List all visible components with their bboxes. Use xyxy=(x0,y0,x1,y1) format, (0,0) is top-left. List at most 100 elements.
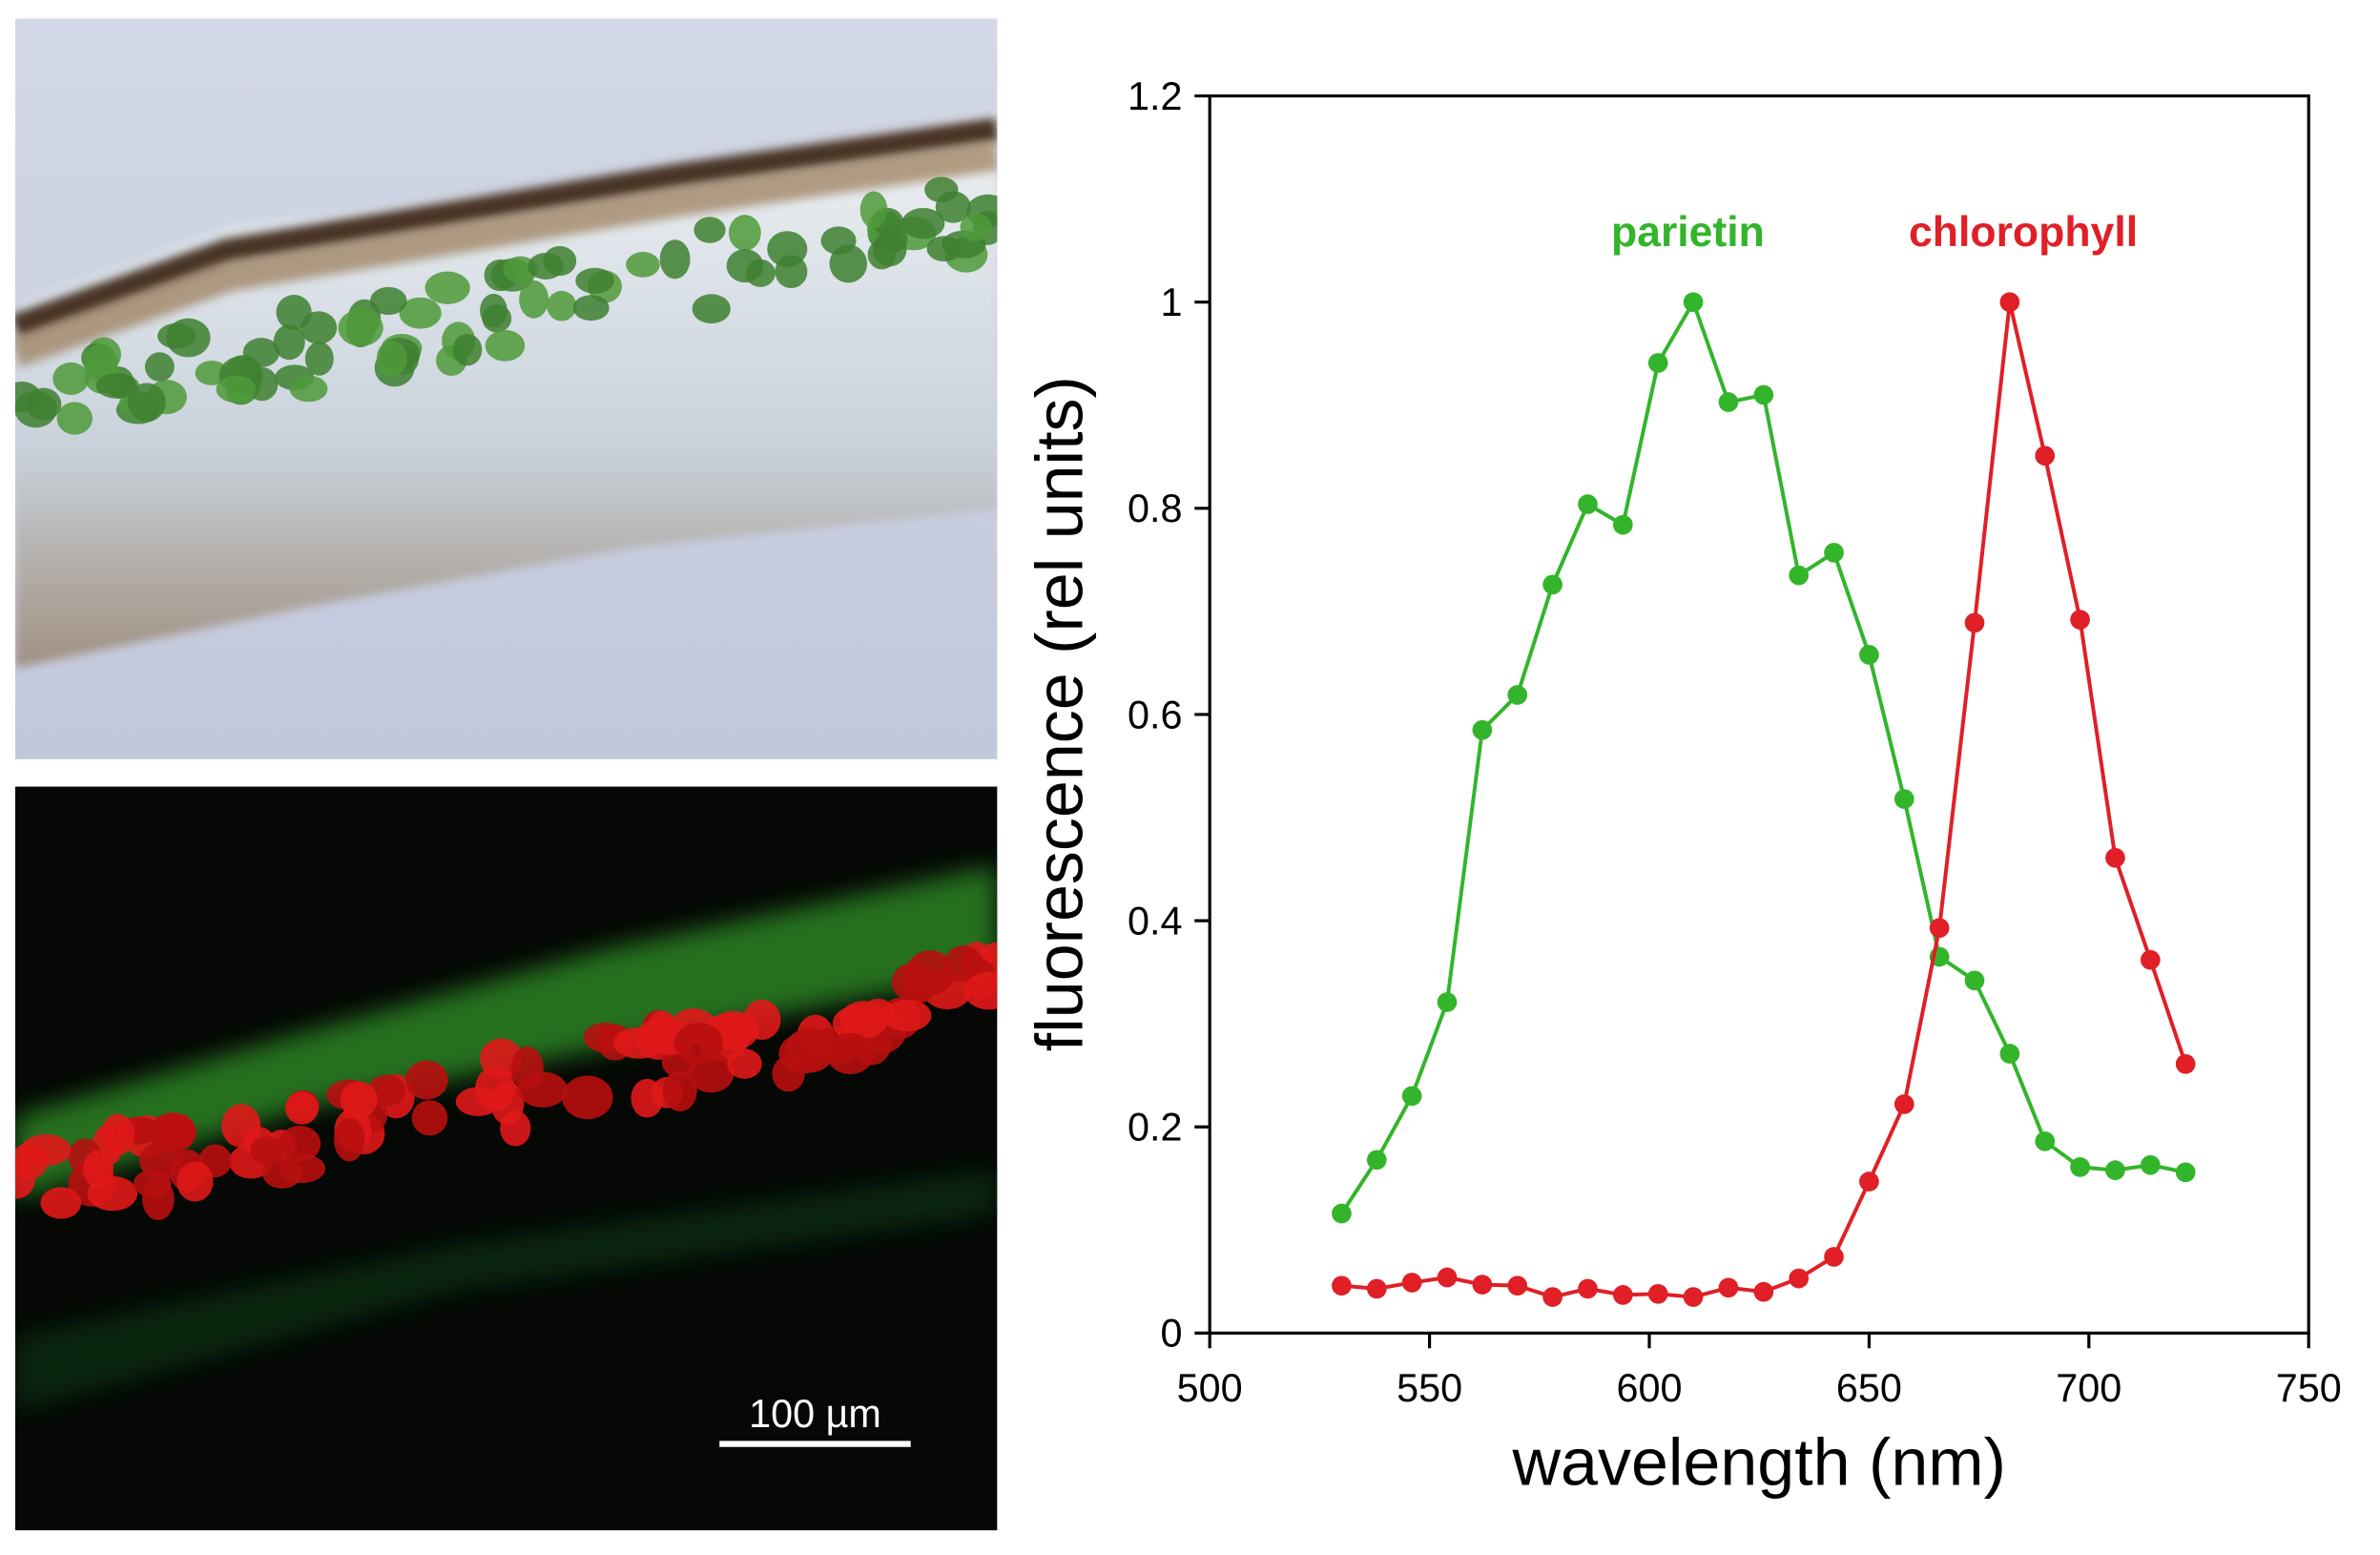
data-point xyxy=(1999,1044,2020,1064)
data-point xyxy=(1859,1171,1879,1192)
algal-cell xyxy=(728,215,761,251)
data-point xyxy=(1437,1267,1458,1288)
algal-cell xyxy=(289,375,328,403)
algal-cell xyxy=(659,239,691,280)
chlorophyll-cell xyxy=(891,962,938,1003)
data-point xyxy=(1683,292,1704,313)
data-point xyxy=(1964,970,1985,991)
x-tick-label: 550 xyxy=(1397,1366,1462,1410)
data-point xyxy=(1578,494,1598,514)
chlorophyll-cell xyxy=(839,1001,888,1039)
algal-cell xyxy=(924,176,959,203)
data-point xyxy=(1683,1287,1704,1307)
x-axis-label: wavelength (nm) xyxy=(1511,1424,2005,1499)
algal-cell xyxy=(127,383,166,423)
data-point xyxy=(1366,1278,1387,1299)
chlorophyll-cell xyxy=(82,1150,114,1189)
chlorophyll-cell xyxy=(727,1048,762,1079)
y-tick-label: 0 xyxy=(1161,1312,1183,1356)
data-point xyxy=(1401,1273,1422,1293)
data-point xyxy=(1859,644,1879,665)
data-point xyxy=(2035,446,2056,466)
data-point xyxy=(1753,384,1774,405)
algal-cell xyxy=(144,352,175,382)
x-tick-label: 750 xyxy=(2276,1366,2342,1410)
algal-cell xyxy=(56,402,93,435)
chlorophyll-cell xyxy=(631,1078,664,1118)
algal-cell xyxy=(52,362,90,395)
algal-cell xyxy=(95,373,137,399)
data-point xyxy=(1964,612,1985,633)
algal-cell xyxy=(480,293,507,328)
data-point xyxy=(1718,392,1739,412)
x-tick-label: 700 xyxy=(2056,1366,2121,1410)
chlorophyll-cell xyxy=(40,1187,82,1219)
chlorophyll-cell xyxy=(518,1071,568,1108)
chlorophyll-cell xyxy=(334,1117,365,1162)
algal-cell xyxy=(692,294,731,324)
chlorophyll-cell xyxy=(20,1133,72,1167)
data-point xyxy=(1437,992,1458,1012)
chlorophyll-cell xyxy=(963,971,998,1010)
chlorophyll-cell xyxy=(261,1157,302,1189)
algal-cell xyxy=(424,271,470,304)
algal-cell xyxy=(26,387,62,421)
chlorophyll-cell xyxy=(250,1136,284,1165)
algal-cell xyxy=(485,329,526,362)
chlorophyll-cell xyxy=(340,1081,379,1118)
algal-cell xyxy=(547,290,577,321)
algal-cell xyxy=(859,191,888,229)
data-point xyxy=(1894,1094,1914,1114)
data-point xyxy=(1578,1278,1598,1299)
x-tick-label: 500 xyxy=(1177,1366,1243,1410)
x-tick-label: 650 xyxy=(1836,1366,1902,1410)
scale-bar-label: 100 µm xyxy=(749,1392,881,1436)
chlorophyll-cell xyxy=(404,1060,448,1100)
chlorophyll-cell xyxy=(882,999,932,1032)
data-point xyxy=(1401,1086,1422,1107)
data-point xyxy=(1647,353,1668,373)
algal-cell xyxy=(572,295,610,321)
data-point xyxy=(2140,949,2161,970)
algal-cell xyxy=(338,309,383,346)
chlorophyll-cell xyxy=(411,1100,448,1136)
y-tick-label: 1.2 xyxy=(1128,74,1183,118)
y-tick-label: 0.2 xyxy=(1128,1106,1183,1150)
data-point xyxy=(1472,719,1493,740)
chlorophyll-cell xyxy=(279,1125,321,1162)
fluorescence-image: 100 µm xyxy=(14,786,998,1531)
chlorophyll-cell xyxy=(14,1156,36,1199)
algal-cell xyxy=(452,334,483,366)
data-point xyxy=(1613,514,1633,535)
data-point xyxy=(2070,1157,2090,1177)
data-point xyxy=(1366,1150,1387,1171)
data-point xyxy=(1507,685,1528,705)
chlorophyll-cell xyxy=(474,1066,516,1111)
chlorophyll-cell xyxy=(176,1161,214,1202)
algal-cell xyxy=(767,231,808,267)
data-point xyxy=(1999,292,2020,313)
algal-cell xyxy=(519,280,549,319)
chlorophyll-cell xyxy=(673,1023,724,1064)
chlorophyll-cell xyxy=(133,1170,172,1198)
algal-cell xyxy=(693,217,726,243)
chlorophyll-cell xyxy=(562,1075,613,1120)
chlorophyll-cell xyxy=(148,1112,197,1152)
chlorophyll-cell xyxy=(100,1113,135,1155)
data-point xyxy=(1647,1283,1668,1304)
data-point xyxy=(1753,1281,1774,1302)
algal-cell xyxy=(276,294,312,330)
chlorophyll-cell xyxy=(662,1070,697,1112)
data-point xyxy=(1507,1275,1528,1296)
data-point xyxy=(1824,542,1844,563)
y-tick-label: 0.8 xyxy=(1128,487,1183,530)
chlorophyll-cell xyxy=(826,1032,875,1075)
data-point xyxy=(1542,574,1563,595)
data-point xyxy=(1613,1285,1633,1305)
algal-cell xyxy=(399,297,442,329)
y-axis-label: fluorescence (rel units) xyxy=(1023,376,1097,1051)
algal-cell xyxy=(626,252,660,278)
series-label: chlorophyll xyxy=(1909,209,2138,256)
algal-cell xyxy=(273,324,305,361)
